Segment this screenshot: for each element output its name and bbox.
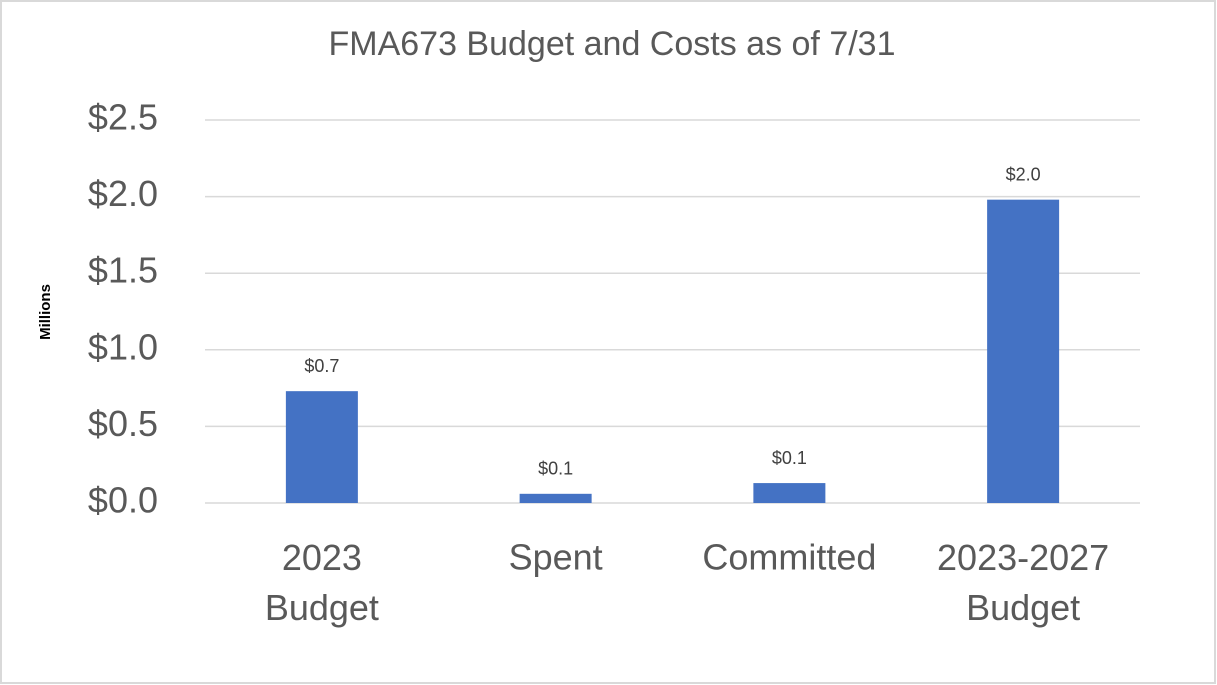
- data-label: $0.1: [772, 448, 807, 468]
- y-tick-label: $2.5: [88, 97, 158, 138]
- y-tick-label: $1.5: [88, 250, 158, 291]
- chart-title: FMA673 Budget and Costs as of 7/31: [328, 25, 895, 63]
- x-tick-label: 2023 Budget: [265, 537, 379, 628]
- x-tick-label: Spent: [509, 537, 603, 578]
- x-tick-label: Committed: [702, 537, 876, 578]
- y-tick-label: $0.0: [88, 480, 158, 521]
- y-tick-label: $1.0: [88, 326, 158, 367]
- x-tick-label: 2023-2027 Budget: [937, 537, 1109, 628]
- data-label: $2.0: [1006, 164, 1041, 184]
- data-label: $0.7: [304, 356, 339, 376]
- bar: [285, 391, 358, 503]
- bar: [753, 483, 826, 503]
- data-label: $0.1: [538, 459, 573, 479]
- bar: [987, 199, 1060, 503]
- bar: [519, 493, 592, 503]
- y-tick-label: $0.5: [88, 403, 158, 444]
- y-axis-label: Millions: [37, 284, 54, 340]
- y-tick-label: $2.0: [88, 173, 158, 214]
